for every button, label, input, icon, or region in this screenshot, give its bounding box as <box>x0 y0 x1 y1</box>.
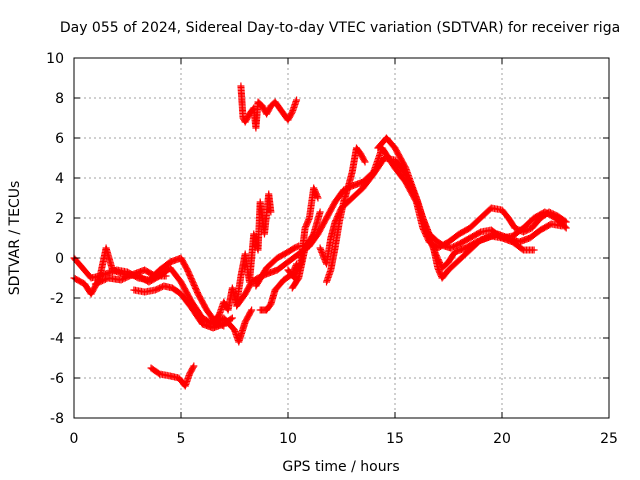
chart-title: Day 055 of 2024, Sidereal Day-to-day VTE… <box>60 20 620 36</box>
y-tick-label: 2 <box>55 211 64 227</box>
data-point <box>530 246 538 254</box>
satellite-track <box>237 82 301 132</box>
x-tick-label: 0 <box>70 431 79 447</box>
data-point <box>189 363 197 371</box>
x-tick-label: 20 <box>493 431 511 447</box>
data-point <box>361 158 369 166</box>
data-point <box>248 306 256 314</box>
data-point <box>227 315 235 323</box>
y-tick-label: -4 <box>50 331 64 347</box>
y-tick-label: 0 <box>55 251 64 267</box>
satellite-track <box>209 190 275 328</box>
satellite-track <box>252 242 303 290</box>
data-point <box>316 208 324 216</box>
data-point <box>360 157 368 165</box>
x-tick-label: 15 <box>386 431 404 447</box>
data-point <box>228 314 236 322</box>
data-point <box>190 362 198 370</box>
axis-ticks: 0 5 10 15 20 25 -8 -6 -4 -2 0 2 4 6 8 10 <box>46 51 618 447</box>
satellite-track <box>323 144 369 286</box>
y-tick-label: -8 <box>50 411 64 427</box>
satellite-track <box>147 362 198 390</box>
satellite-track <box>288 208 324 292</box>
data-point <box>267 208 275 216</box>
data-point <box>247 307 255 315</box>
satellite-track <box>430 208 570 282</box>
x-tick-label: 10 <box>279 431 297 447</box>
data-points <box>70 82 570 390</box>
data-point <box>313 193 321 201</box>
y-tick-label: -6 <box>50 371 64 387</box>
y-tick-label: 4 <box>55 171 64 187</box>
data-point <box>162 272 170 280</box>
data-point <box>305 215 313 223</box>
data-point <box>314 194 322 202</box>
x-tick-label: 5 <box>177 431 186 447</box>
data-point <box>562 218 570 226</box>
satellite-track <box>91 266 170 288</box>
x-tick-label: 25 <box>600 431 618 447</box>
y-tick-label: 10 <box>46 51 64 67</box>
data-point <box>562 224 570 232</box>
data-series <box>70 82 570 390</box>
y-axis-label: SDTVAR / TECUs <box>7 181 23 296</box>
data-point <box>561 223 569 231</box>
y-tick-label: 8 <box>55 91 64 107</box>
data-point <box>293 96 301 104</box>
y-tick-label: -2 <box>50 291 64 307</box>
x-axis-label: GPS time / hours <box>282 459 399 475</box>
satellite-track <box>70 244 256 346</box>
satellite-track <box>130 282 236 332</box>
plot-frame <box>73 57 610 419</box>
grid-lines <box>74 58 609 418</box>
y-tick-label: 6 <box>55 131 64 147</box>
